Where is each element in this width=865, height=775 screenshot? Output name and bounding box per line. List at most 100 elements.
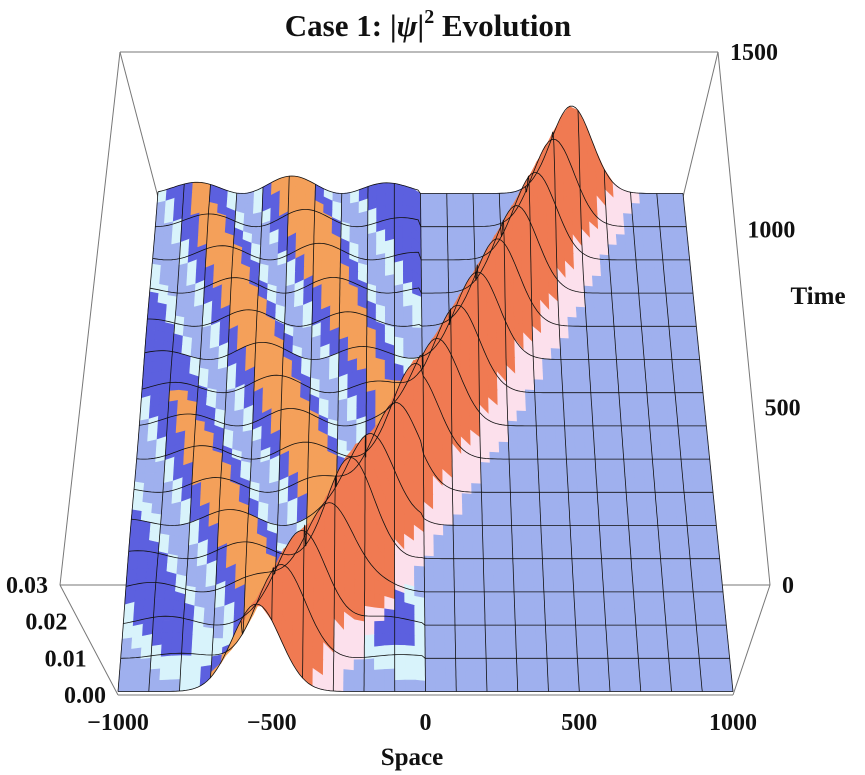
surface-patch — [136, 441, 148, 454]
surface-patch — [385, 182, 395, 195]
surface-patch — [500, 504, 512, 516]
x-tick-label: 500 — [561, 710, 597, 736]
surface-patch — [625, 494, 638, 506]
surface-patch — [330, 281, 341, 294]
surface-patch — [645, 628, 658, 640]
surface-patch — [376, 241, 386, 256]
surface-patch — [120, 648, 132, 661]
surface-patch — [659, 224, 670, 236]
surface-patch — [610, 411, 622, 423]
surface-patch — [152, 244, 164, 256]
surface-patch — [587, 504, 600, 516]
surface-patch — [464, 234, 475, 246]
surface-patch — [437, 203, 448, 215]
surface-patch — [658, 421, 670, 433]
surface-patch — [632, 224, 644, 236]
surface-patch — [586, 473, 598, 485]
surface-patch — [590, 400, 602, 412]
surface-patch — [215, 221, 227, 234]
surface-patch — [657, 411, 669, 423]
mesh-line-space — [603, 169, 642, 692]
surface-patch — [224, 399, 236, 412]
surface-patch — [251, 223, 262, 236]
surface-patch — [601, 421, 613, 433]
surface-patch — [481, 493, 492, 506]
surface-patch — [562, 566, 574, 578]
surface-patch — [485, 649, 497, 661]
surface-patch — [555, 431, 566, 443]
surface-patch — [403, 281, 413, 296]
surface-patch — [453, 556, 465, 568]
surface-patch — [250, 462, 261, 474]
surface-patch — [707, 535, 719, 547]
surface-patch — [608, 525, 620, 537]
surface-patch — [605, 628, 618, 640]
surface-patch — [608, 379, 620, 391]
surface-patch — [520, 525, 532, 537]
surface-patch — [385, 204, 395, 218]
surface-patch — [612, 577, 624, 589]
surface-patch — [452, 503, 463, 516]
surface-patch — [620, 421, 632, 433]
surface-patch — [630, 431, 642, 443]
surface-patch — [353, 634, 365, 649]
surface-patch — [618, 276, 630, 288]
surface-patch — [588, 369, 600, 381]
surface-patch — [708, 649, 721, 661]
surface-patch — [545, 639, 558, 651]
surface-patch — [170, 501, 182, 516]
surface-patch — [543, 390, 555, 402]
surface-patch — [523, 577, 535, 589]
surface-patch — [589, 525, 601, 537]
surface-patch — [155, 212, 166, 225]
surface-patch — [464, 203, 474, 215]
surface-patch — [629, 545, 642, 557]
surface-patch — [581, 400, 593, 412]
surface-patch — [605, 483, 617, 495]
surface-patch — [454, 618, 466, 630]
surface-patch — [574, 442, 586, 454]
surface-patch — [536, 649, 548, 661]
surface-patch — [550, 336, 561, 350]
surface-patch — [635, 369, 647, 381]
surface-patch — [554, 421, 566, 433]
surface-patch — [668, 328, 680, 340]
surface-patch — [154, 330, 166, 342]
surface-patch — [595, 473, 607, 485]
surface-patch — [136, 558, 149, 570]
surface-patch — [616, 494, 628, 506]
surface-patch — [713, 597, 726, 609]
surface-patch — [583, 285, 595, 298]
surface-patch — [207, 369, 219, 381]
surface-patch — [594, 317, 606, 329]
surface-patch — [512, 566, 524, 578]
surface-patch — [404, 622, 416, 636]
surface-patch — [433, 566, 445, 578]
surface-patch — [666, 307, 678, 319]
surface-patch — [650, 224, 661, 236]
surface-patch — [597, 660, 610, 672]
surface-patch — [394, 295, 404, 308]
surface-patch — [481, 525, 493, 537]
surface-patch — [608, 670, 620, 682]
surface-patch — [597, 359, 609, 371]
surface-patch — [473, 566, 485, 578]
surface-patch — [686, 525, 699, 537]
surface-patch — [412, 337, 423, 350]
surface-patch — [394, 632, 406, 646]
surface-patch — [658, 317, 670, 329]
surface-patch — [568, 327, 579, 340]
surface-patch — [310, 358, 321, 371]
surface-patch — [563, 597, 576, 609]
surface-patch — [622, 577, 634, 589]
surface-patch — [608, 680, 621, 692]
surface-patch — [647, 649, 660, 661]
surface-patch — [659, 670, 671, 682]
surface-patch — [656, 400, 668, 412]
surface-patch — [562, 390, 573, 402]
surface-patch — [250, 450, 262, 464]
surface-patch — [429, 203, 439, 215]
surface-patch — [502, 545, 514, 557]
surface-patch — [353, 619, 365, 636]
surface-patch — [625, 359, 637, 371]
